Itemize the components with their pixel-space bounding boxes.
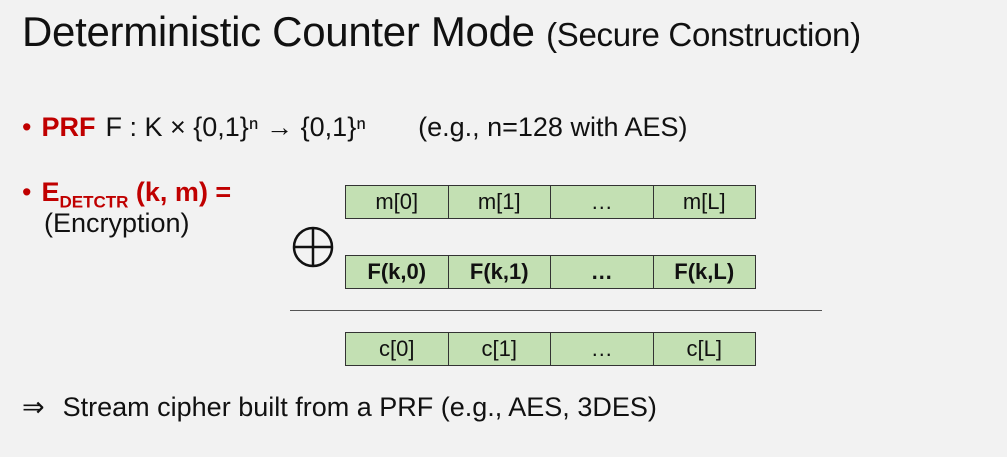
cipher-cell: c[1] xyxy=(448,333,551,365)
prf-cell: F(k,0) xyxy=(346,256,449,288)
implies-arrow: ⇒ xyxy=(22,392,45,422)
enc-caption: (Encryption) xyxy=(44,208,190,238)
enc-label-sub: DETCTR xyxy=(59,192,129,212)
title-main: Deterministic Counter Mode xyxy=(22,8,535,55)
conclusion: ⇒ Stream cipher built from a PRF (e.g., A… xyxy=(22,392,657,423)
bullet-encryption: • EDETCTR (k, m) = xyxy=(22,177,231,212)
sum-divider xyxy=(290,310,822,311)
slide-title: Deterministic Counter Mode (Secure Const… xyxy=(22,8,861,56)
bullet-dot: • xyxy=(22,177,32,207)
enc-label-args: (k, m) = xyxy=(128,177,232,207)
cipher-cell: c[0] xyxy=(346,333,449,365)
message-cell: m[L] xyxy=(653,186,755,218)
message-cell: m[1] xyxy=(448,186,551,218)
cipher-cell: … xyxy=(551,333,654,365)
prf-cell: … xyxy=(551,256,654,288)
prf-label: PRF xyxy=(41,112,96,142)
prf-row: F(k,0) F(k,1) … F(k,L) xyxy=(345,255,756,289)
message-cell: m[0] xyxy=(346,186,449,218)
cipher-cell: c[L] xyxy=(653,333,755,365)
conclusion-text: Stream cipher built from a PRF (e.g., AE… xyxy=(62,392,657,422)
prf-example: (e.g., n=128 with AES) xyxy=(418,112,688,142)
bullet-dot: • xyxy=(22,112,32,142)
title-subtitle: (Secure Construction) xyxy=(546,16,861,53)
message-row: m[0] m[1] … m[L] xyxy=(345,185,756,219)
enc-label-main: E xyxy=(41,177,60,207)
prf-signature: F : K × {0,1}ⁿ → {0,1}ⁿ xyxy=(105,112,367,142)
prf-cell: F(k,L) xyxy=(653,256,755,288)
cipher-row: c[0] c[1] … c[L] xyxy=(345,332,756,366)
xor-circle-plus-icon xyxy=(292,226,334,268)
prf-cell: F(k,1) xyxy=(448,256,551,288)
enc-label: EDETCTR (k, m) = xyxy=(41,177,232,211)
message-cell: … xyxy=(551,186,654,218)
bullet-prf: • PRF F : K × {0,1}ⁿ → {0,1}ⁿ (e.g., n=128 … xyxy=(22,112,688,143)
